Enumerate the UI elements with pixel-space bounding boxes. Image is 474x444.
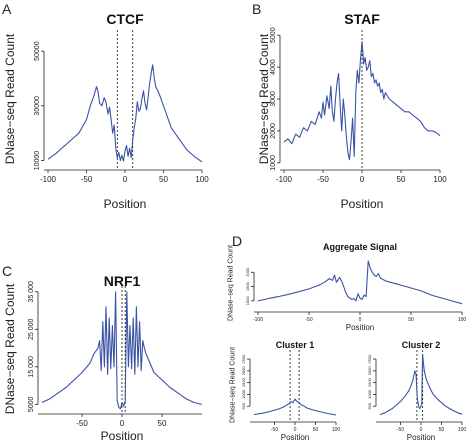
- cluster2-y-tick-label: 1500: [367, 377, 372, 387]
- ctcf-x-tick-label: 50: [159, 175, 168, 184]
- ctcf-title: CTCF: [106, 11, 144, 27]
- ctcf-y-tick-label: 10000: [34, 151, 41, 171]
- cluster1-y-tick-label: 2500: [241, 354, 246, 364]
- ctcf-x-tick-label: -50: [81, 175, 93, 184]
- staf-y-tick-label: 2000: [270, 123, 277, 139]
- ctcf-series-line: [47, 64, 203, 163]
- cluster2-x-tick-label: 0: [420, 427, 423, 433]
- aggregate-y-tick-label: 1500: [245, 281, 250, 291]
- staf-x-tick-label: 0: [360, 175, 365, 184]
- nrf1-x-tick-label: 0: [120, 419, 125, 428]
- chart-staf: STAF -100 -50 0 50 100 1000 2000 3000 4000 5000 Pos…: [257, 11, 447, 211]
- chart-aggregate: Aggregate Signal -100 -50 0 50 100 1000 1500 200…: [227, 242, 466, 332]
- aggregate-title: Aggregate Signal: [323, 242, 397, 252]
- cluster1-y-tick-label: 1000: [241, 389, 246, 399]
- cluster2-x-tick-label: -50: [397, 427, 404, 433]
- cluster1-y-label: DNase−seq Read Count: [229, 347, 236, 423]
- staf-y-tick-label: 1000: [270, 155, 277, 171]
- aggregate-y-label: DNase−seq Read Count: [227, 245, 234, 321]
- cluster1-x-tick-label: 100: [332, 427, 341, 433]
- cluster1-series-line: [253, 398, 337, 416]
- cluster2-x-label: Position: [407, 433, 435, 442]
- aggregate-x-tick-label: 0: [359, 317, 362, 323]
- cluster1-x-label: Position: [281, 433, 309, 442]
- staf-x-label: Position: [341, 197, 384, 211]
- chart-nrf1: NRF1 -50 0 50 5000 15 000 25 000 35 000 Position…: [3, 273, 203, 443]
- cluster2-y-tick-label: 2000: [367, 366, 372, 376]
- nrf1-x-label: Position: [101, 429, 144, 443]
- cluster1-y-tick-label: 1500: [241, 377, 246, 387]
- staf-x-tick-label: -50: [317, 175, 329, 184]
- panel-label-d: D: [232, 233, 242, 249]
- staf-x-tick-label: 50: [397, 175, 406, 184]
- cluster1-x-tick-label: 0: [294, 427, 297, 433]
- staf-y-tick-label: 5000: [270, 27, 277, 43]
- ctcf-y-tick-label: 50000: [34, 41, 41, 61]
- staf-series-line: [283, 41, 441, 161]
- ctcf-x-tick-label: 0: [123, 175, 128, 184]
- cluster2-y-tick-label: 2500: [367, 354, 372, 364]
- nrf1-y-tick-label: 5000: [28, 396, 35, 412]
- staf-x-tick-label: 100: [433, 175, 447, 184]
- chart-ctcf: CTCF -100 -50 0 50 100 10000 30000 50000 Position…: [3, 11, 209, 211]
- cluster1-x-tick-label: -50: [271, 427, 278, 433]
- staf-y-label: DNase−seq Read Count: [257, 33, 271, 164]
- cluster1-y-tick-label: 500: [241, 402, 246, 409]
- panel-label-b: B: [252, 1, 261, 17]
- nrf1-y-tick-label: 35 000: [28, 281, 35, 303]
- aggregate-x-tick-label: 100: [458, 317, 467, 323]
- aggregate-x-tick-label: 50: [408, 317, 414, 323]
- aggregate-series-line: [257, 260, 463, 305]
- cluster1-title: Cluster 1: [276, 340, 315, 350]
- aggregate-x-tick-label: -100: [253, 317, 263, 323]
- nrf1-series-line: [41, 291, 203, 410]
- nrf1-y-label: DNase−seq Read Count: [3, 283, 17, 414]
- cluster2-x-tick-label: 100: [458, 427, 467, 433]
- staf-y-tick-label: 3000: [270, 91, 277, 107]
- staf-x-tick-label: -100: [276, 175, 293, 184]
- cluster2-title: Cluster 2: [402, 340, 441, 350]
- nrf1-x-tick-label: 50: [158, 419, 167, 428]
- aggregate-x-tick-label: -50: [305, 317, 312, 323]
- cluster2-x-tick-label: 50: [439, 427, 445, 433]
- ctcf-x-label: Position: [104, 197, 147, 211]
- cluster2-series-line: [379, 353, 463, 416]
- panel-label-c: C: [2, 263, 12, 279]
- ctcf-x-tick-label: 100: [195, 175, 209, 184]
- nrf1-x-tick-label: -50: [76, 419, 88, 428]
- cluster2-y-tick-label: 500: [367, 402, 372, 409]
- nrf1-y-tick-label: 15 000: [28, 356, 35, 378]
- ctcf-x-tick-label: -100: [40, 175, 57, 184]
- nrf1-title: NRF1: [104, 273, 141, 289]
- cluster2-y-tick-label: 1000: [367, 389, 372, 399]
- staf-y-tick-label: 4000: [270, 59, 277, 75]
- ctcf-y-tick-label: 30000: [34, 96, 41, 116]
- aggregate-y-tick-label: 1000: [245, 296, 250, 306]
- aggregate-y-tick-label: 2000: [245, 267, 250, 277]
- panel-label-a: A: [2, 1, 12, 17]
- cluster1-y-tick-label: 2000: [241, 366, 246, 376]
- nrf1-y-tick-label: 25 000: [28, 318, 35, 340]
- cluster1-x-tick-label: 50: [313, 427, 319, 433]
- aggregate-x-label: Position: [346, 323, 374, 332]
- staf-title: STAF: [344, 11, 380, 27]
- ctcf-y-label: DNase−seq Read Count: [3, 33, 17, 164]
